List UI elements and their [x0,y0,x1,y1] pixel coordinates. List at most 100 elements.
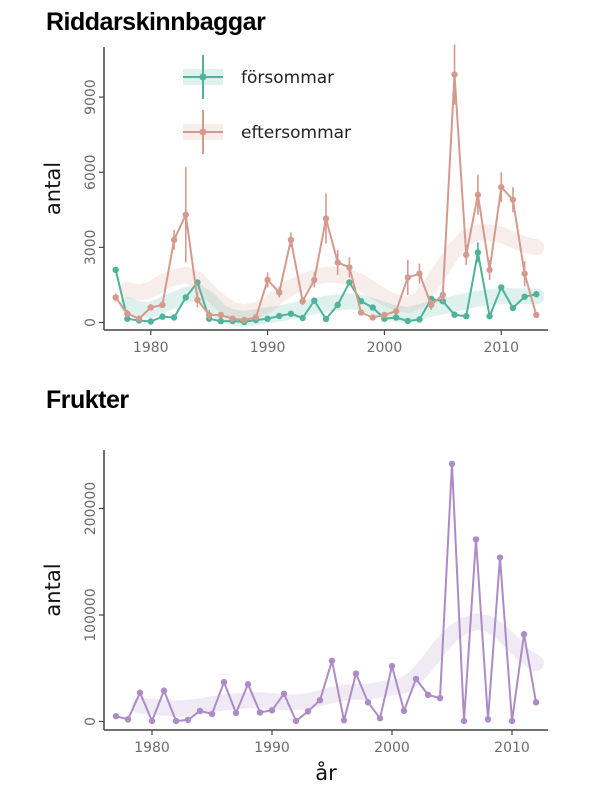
data-point [346,264,353,271]
data-point [400,707,408,715]
data-point [486,313,493,320]
data-point [299,297,306,305]
data-point [304,708,312,715]
data-point [474,249,482,256]
panel-frukter: 1980 1990 2000 2010 0 100000 200000 antal år [41,450,548,785]
data-point [112,294,119,301]
data-point [521,270,528,277]
data-point [220,678,228,686]
x-tick-label: 1990 [254,740,290,756]
y-tick-label: 6000 [83,154,99,190]
data-point [404,274,411,281]
data-point [268,707,276,714]
data-point [381,311,388,319]
data-point [392,314,400,321]
data-point [496,554,504,561]
data-point [416,270,423,277]
legend-label-försommar: försommar [241,68,334,88]
data-point [346,279,353,286]
data-point [508,717,516,725]
data-point [322,315,330,323]
data-point [533,311,540,319]
data-point [427,301,435,309]
y-tick-label: 100000 [83,588,99,641]
data-point [217,318,225,325]
data-point [311,276,318,284]
data-point [172,717,180,725]
data-point [311,297,318,304]
data-point [392,308,400,315]
data-point [334,301,341,309]
data-point [182,294,189,301]
data-point [328,657,336,664]
data-point [252,314,260,321]
data-point [369,304,376,311]
data-point [532,699,540,706]
data-point [208,710,216,718]
data-point [486,266,493,274]
data-point [256,709,264,716]
y-axis-title: antal [41,162,65,215]
legend-label-eftersommar: eftersommar [241,123,351,143]
data-point [229,315,236,322]
data-point [316,696,324,704]
data-point [340,717,348,724]
series-line [115,462,537,722]
data-point [357,309,365,316]
data-point [498,184,505,191]
data-point [124,310,131,317]
legend-key-point [199,128,207,136]
data-point [184,716,192,724]
data-point [439,291,447,299]
data-point [299,314,306,322]
data-point [147,318,154,325]
data-point [472,536,480,543]
x-tick-label: 1980 [134,740,170,756]
y-tick-label: 200000 [83,482,99,535]
data-point [148,717,156,725]
data-point [404,317,411,325]
y-axis-title: antal [41,563,65,616]
data-point [160,687,168,694]
x-tick-label: 2000 [367,340,403,356]
data-point [136,689,144,696]
data-point [217,311,225,319]
data-point [451,311,458,318]
data-point [280,690,288,698]
data-point [484,716,492,723]
data-point [287,310,295,317]
data-point [369,314,376,321]
legend-key-point [199,73,207,81]
data-point [292,717,300,725]
x-tick-label: 1990 [250,340,286,356]
data-point [112,266,119,274]
data-point [463,313,470,320]
data-point [322,215,330,222]
x-tick-label: 2010 [483,340,519,356]
data-point [205,311,213,319]
data-point [135,315,143,322]
data-point [124,716,132,723]
data-point [474,191,482,198]
panel-riddarskinnbaggar: 1980 1990 2000 2010 0 3000 6000 9000 antal försom… [41,44,548,356]
x-tick-label: 2000 [374,740,410,756]
data-point [376,715,384,722]
data-point [451,71,458,78]
data-point [334,259,341,266]
data-point [412,675,420,683]
data-point [159,301,166,309]
data-point [276,312,283,320]
data-point [521,293,528,300]
data-point [147,304,154,311]
data-point [424,691,432,699]
x-axis-title: år [315,760,337,785]
chart-title-riddarskinnbaggar: Riddarskinnbaggar [46,8,266,36]
data-point [520,630,528,638]
data-point [498,284,505,291]
chart-title-frukter: Frukter [46,386,129,414]
y-tick-label: 0 [83,318,99,327]
data-point [264,276,271,284]
data-point [159,313,166,320]
data-point [287,236,295,244]
